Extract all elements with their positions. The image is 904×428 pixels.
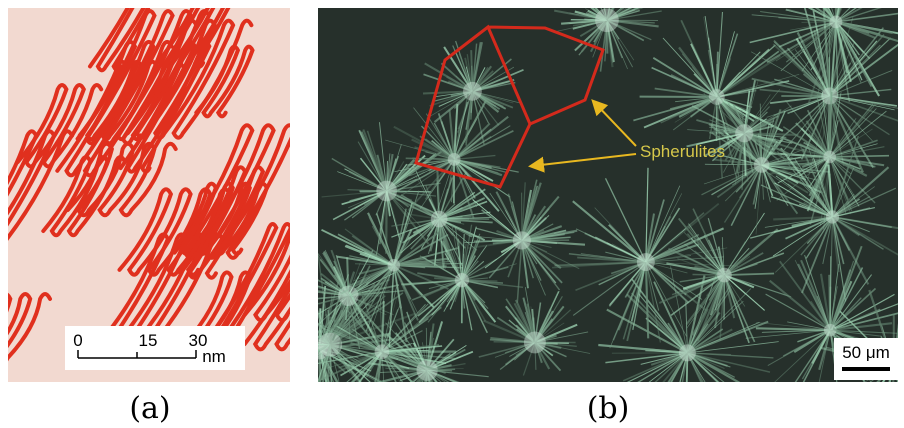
spherulite-core — [637, 253, 655, 271]
spherulite-core — [595, 8, 619, 32]
spherulite-core — [524, 331, 546, 353]
figure: 0 15 30 nm Spherulites 50 μm (a) (b) — [0, 0, 904, 428]
spherulite-core — [830, 15, 843, 28]
crystal-fibril — [298, 349, 320, 386]
crystal-fibril — [406, 158, 454, 159]
spherulite-core — [735, 124, 753, 142]
spherulite-core — [463, 82, 482, 101]
spherulite-core — [513, 231, 531, 249]
spherulite-core — [417, 360, 438, 381]
spherulite-core — [388, 259, 401, 272]
spherulite-core — [754, 157, 770, 173]
spherulite-core — [455, 273, 469, 287]
scale-unit: nm — [202, 347, 226, 366]
crystal-fibril — [290, 311, 320, 350]
spherulite-core — [375, 344, 390, 359]
crystal-fibril — [307, 305, 320, 350]
spherulite-core — [826, 210, 839, 223]
crystal-fibril — [320, 349, 321, 421]
crystal-fibril — [287, 349, 320, 379]
scale-label: 50 μm — [842, 343, 890, 362]
scale-tick: 0 — [73, 331, 82, 350]
scale-bar — [842, 367, 890, 371]
panel-label: (a) — [129, 391, 170, 426]
crystal-fibril — [291, 349, 320, 382]
crystal-fibril — [296, 349, 320, 379]
spherulite-core — [679, 344, 696, 361]
spherulite-core — [823, 151, 836, 164]
crystal-fibril — [286, 298, 320, 349]
annotation: Spherulites — [640, 142, 725, 161]
spherulite-core — [431, 211, 448, 228]
scale-tick: 15 — [139, 331, 158, 350]
crystal-fibril — [286, 349, 320, 366]
panel-label: (b) — [587, 391, 630, 426]
spherulite-core — [717, 268, 732, 283]
spherulite-core — [318, 333, 342, 357]
spherulite-core — [448, 153, 461, 166]
